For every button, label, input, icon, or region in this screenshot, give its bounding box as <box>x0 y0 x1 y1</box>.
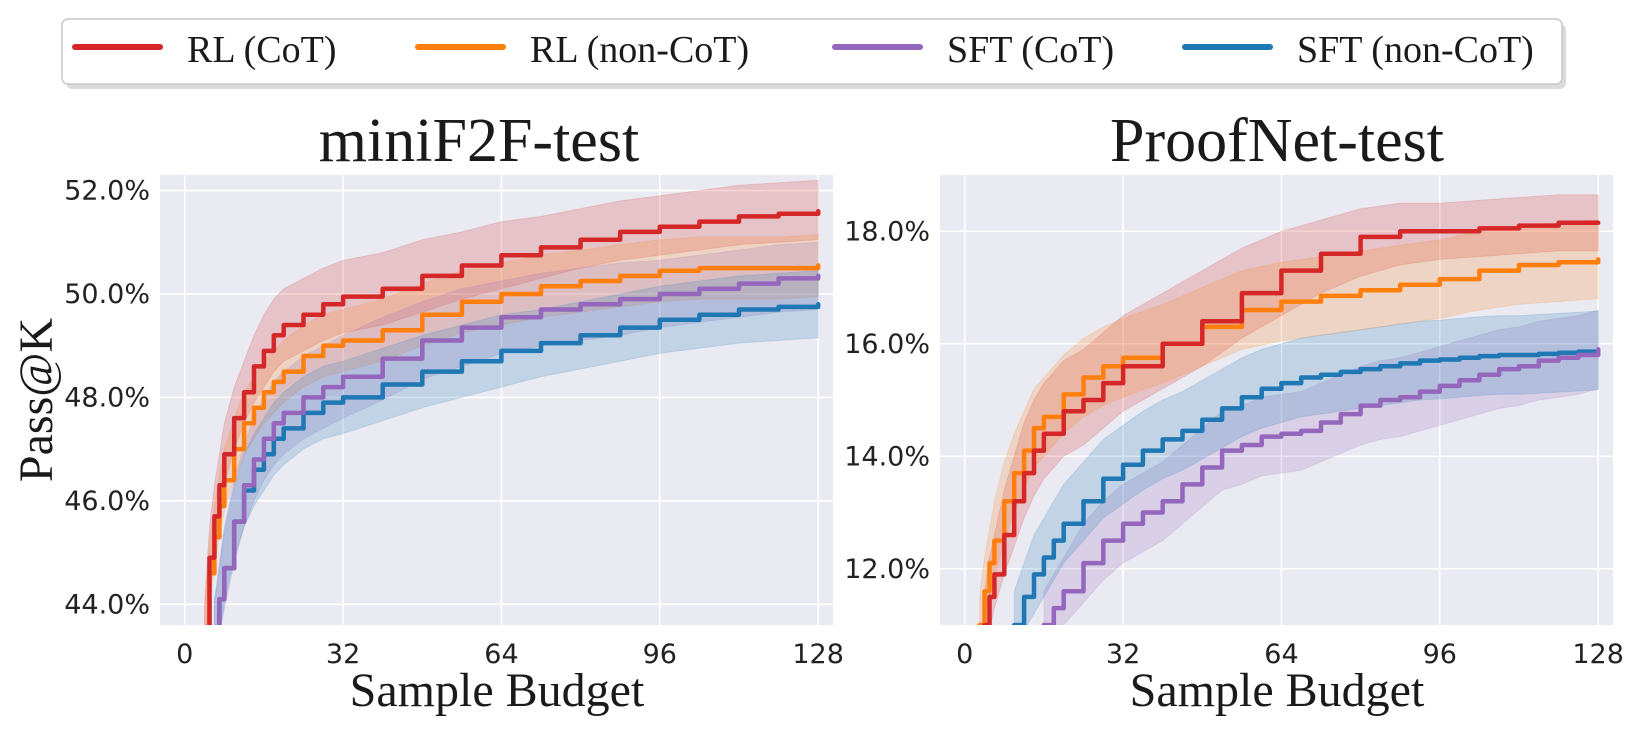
y-tick-label: 52.0% <box>64 176 150 207</box>
x-tick-label: 128 <box>792 639 844 670</box>
x-tick-label: 96 <box>643 639 677 670</box>
x-tick-label: 64 <box>1264 639 1298 670</box>
x-tick-label: 64 <box>484 639 518 670</box>
legend-item: SFT (CoT) <box>832 29 1114 71</box>
y-tick-label: 14.0% <box>844 441 930 472</box>
plot-area <box>160 175 833 625</box>
x-axis-label: Sample Budget <box>350 664 645 717</box>
x-tick-label: 0 <box>176 639 193 670</box>
legend-label: SFT (non-CoT) <box>1297 29 1534 71</box>
x-tick-label: 96 <box>1423 639 1457 670</box>
legend-label: SFT (CoT) <box>947 29 1114 71</box>
panel-proofnet: ProofNet-test 0 32 64 96 128 12.0% 14.0% 16.0%… <box>844 107 1624 717</box>
series-line <box>217 273 821 625</box>
y-tick-labels: 44.0% 46.0% 48.0% 50.0% 52.0% <box>64 176 150 621</box>
legend-label: RL (CoT) <box>187 29 337 71</box>
panel-minif2f: miniF2F-test 0 32 64 96 128 44.0% 46.0% 48.0% 5… <box>10 107 844 717</box>
series-line <box>1011 348 1601 625</box>
series-lines <box>977 220 1601 625</box>
y-tick-label: 44.0% <box>64 589 150 620</box>
y-tick-labels: 12.0% 14.0% 16.0% 18.0% <box>844 216 930 585</box>
grid <box>940 175 1613 625</box>
x-tick-labels: 0 32 64 96 128 <box>176 639 844 670</box>
y-tick-label: 48.0% <box>64 382 150 413</box>
panel-title: ProofNet-test <box>1110 107 1444 175</box>
series-lines <box>207 208 821 625</box>
series-line <box>977 257 1601 625</box>
y-tick-label: 50.0% <box>64 279 150 310</box>
confidence-band <box>1013 310 1599 625</box>
panel-title: miniF2F-test <box>319 107 639 175</box>
confidence-band <box>213 270 819 625</box>
legend-label: RL (non-CoT) <box>530 29 749 71</box>
series-line <box>982 220 1601 625</box>
y-tick-label: 46.0% <box>64 486 150 517</box>
x-axis-label: Sample Budget <box>1130 664 1425 717</box>
confidence-band <box>204 233 819 625</box>
x-tick-label: 0 <box>956 639 973 670</box>
x-tick-label: 128 <box>1572 639 1624 670</box>
legend-items: RL (CoT) RL (non-CoT) SFT (CoT) SFT (non-Co… <box>72 29 1534 71</box>
y-tick-label: 12.0% <box>844 554 930 585</box>
confidence-band <box>204 179 819 625</box>
legend-item: RL (CoT) <box>72 29 337 71</box>
legend-box <box>61 18 1563 85</box>
legend-item: SFT (non-CoT) <box>1182 29 1534 71</box>
y-tick-label: 18.0% <box>844 216 930 247</box>
y-tick-label: 16.0% <box>844 329 930 360</box>
x-tick-labels: 0 32 64 96 128 <box>956 639 1624 670</box>
legend-item: RL (non-CoT) <box>415 29 749 71</box>
grid <box>160 175 833 625</box>
x-tick-label: 32 <box>1106 639 1140 670</box>
series-line <box>207 208 821 625</box>
x-tick-label: 32 <box>326 639 360 670</box>
confidence-band <box>984 194 1599 625</box>
series-line <box>1041 347 1601 625</box>
legend: RL (CoT) RL (non-CoT) SFT (CoT) SFT (non-Co… <box>61 18 1566 89</box>
y-axis-label: Pass@K <box>10 318 63 483</box>
confidence-band <box>979 219 1599 625</box>
